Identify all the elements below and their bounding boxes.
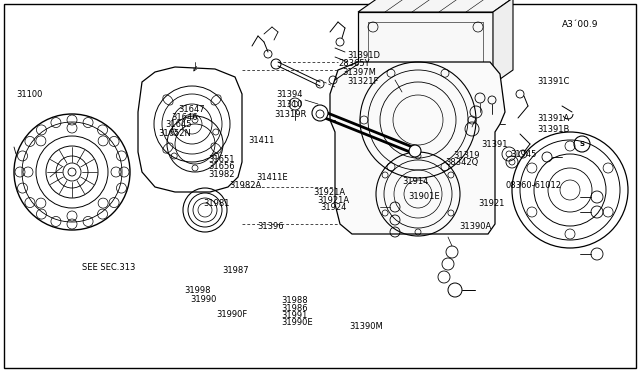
Text: 31391: 31391 bbox=[481, 140, 508, 149]
Text: 31924: 31924 bbox=[320, 203, 346, 212]
Text: 31391C: 31391C bbox=[538, 77, 570, 86]
Text: 31391B: 31391B bbox=[538, 125, 570, 134]
Text: 31321F: 31321F bbox=[347, 77, 378, 86]
Text: 31411: 31411 bbox=[248, 136, 275, 145]
Text: 31394: 31394 bbox=[276, 90, 303, 99]
Text: 31646: 31646 bbox=[172, 113, 198, 122]
Text: 31319R: 31319R bbox=[274, 110, 307, 119]
Text: 31901E: 31901E bbox=[408, 192, 440, 201]
Text: 31990F: 31990F bbox=[216, 310, 248, 319]
Text: 08360-61012: 08360-61012 bbox=[506, 181, 562, 190]
Text: 31914: 31914 bbox=[402, 177, 428, 186]
Circle shape bbox=[409, 145, 421, 157]
Text: 31647: 31647 bbox=[178, 105, 205, 114]
Text: 31390A: 31390A bbox=[460, 222, 492, 231]
Text: 31411E: 31411E bbox=[256, 173, 287, 182]
Text: S: S bbox=[579, 141, 584, 147]
Text: 31991: 31991 bbox=[282, 311, 308, 320]
Text: 28365Y: 28365Y bbox=[338, 60, 369, 68]
Text: 31651: 31651 bbox=[208, 155, 234, 164]
Text: 31319: 31319 bbox=[453, 151, 479, 160]
Text: A3´00.9: A3´00.9 bbox=[562, 20, 598, 29]
Circle shape bbox=[312, 105, 328, 121]
Text: 31987: 31987 bbox=[223, 266, 250, 275]
Text: 31100: 31100 bbox=[16, 90, 42, 99]
Text: 38342Q: 38342Q bbox=[445, 158, 478, 167]
Text: 31310: 31310 bbox=[276, 100, 303, 109]
Text: 31988: 31988 bbox=[282, 296, 308, 305]
Text: 31921A: 31921A bbox=[317, 196, 349, 205]
Text: 31391A: 31391A bbox=[538, 114, 570, 123]
Text: 31981: 31981 bbox=[204, 199, 230, 208]
Text: 31391D: 31391D bbox=[347, 51, 380, 60]
Text: SEE SEC.313: SEE SEC.313 bbox=[82, 263, 135, 272]
Text: 31645: 31645 bbox=[165, 120, 191, 129]
Text: 31921A: 31921A bbox=[314, 188, 346, 197]
Text: 31397M: 31397M bbox=[342, 68, 376, 77]
Polygon shape bbox=[493, 0, 513, 84]
Text: 31396: 31396 bbox=[257, 222, 284, 231]
Polygon shape bbox=[330, 62, 505, 234]
Text: 31921: 31921 bbox=[479, 199, 505, 208]
Polygon shape bbox=[358, 0, 513, 12]
Text: 31990: 31990 bbox=[191, 295, 217, 304]
Text: 31945: 31945 bbox=[511, 150, 537, 159]
Text: 31656: 31656 bbox=[208, 162, 235, 171]
Bar bbox=[358, 12, 493, 84]
Text: 31390M: 31390M bbox=[349, 322, 383, 331]
Text: 31982: 31982 bbox=[208, 170, 234, 179]
Text: 31998: 31998 bbox=[184, 286, 211, 295]
Text: 31986: 31986 bbox=[282, 304, 308, 312]
Text: 31982A: 31982A bbox=[229, 182, 261, 190]
Text: 31990E: 31990E bbox=[282, 318, 313, 327]
Text: 31652N: 31652N bbox=[159, 129, 191, 138]
